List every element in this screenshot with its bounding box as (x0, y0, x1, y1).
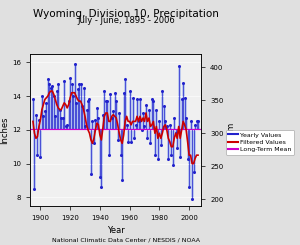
X-axis label: Year: Year (106, 226, 124, 235)
Legend: Yearly Values, Filtered Values, Long-Term Mean: Yearly Values, Filtered Values, Long-Ter… (226, 130, 294, 155)
Text: Wyoming, Division 10, Precipitation: Wyoming, Division 10, Precipitation (33, 9, 219, 19)
Y-axis label: mm: mm (226, 122, 235, 138)
Text: National Climatic Data Center / NESDIS / NOAA: National Climatic Data Center / NESDIS /… (52, 238, 200, 243)
Y-axis label: Inches: Inches (0, 116, 9, 144)
Text: July - June, 1895 - 2006: July - June, 1895 - 2006 (77, 16, 175, 25)
